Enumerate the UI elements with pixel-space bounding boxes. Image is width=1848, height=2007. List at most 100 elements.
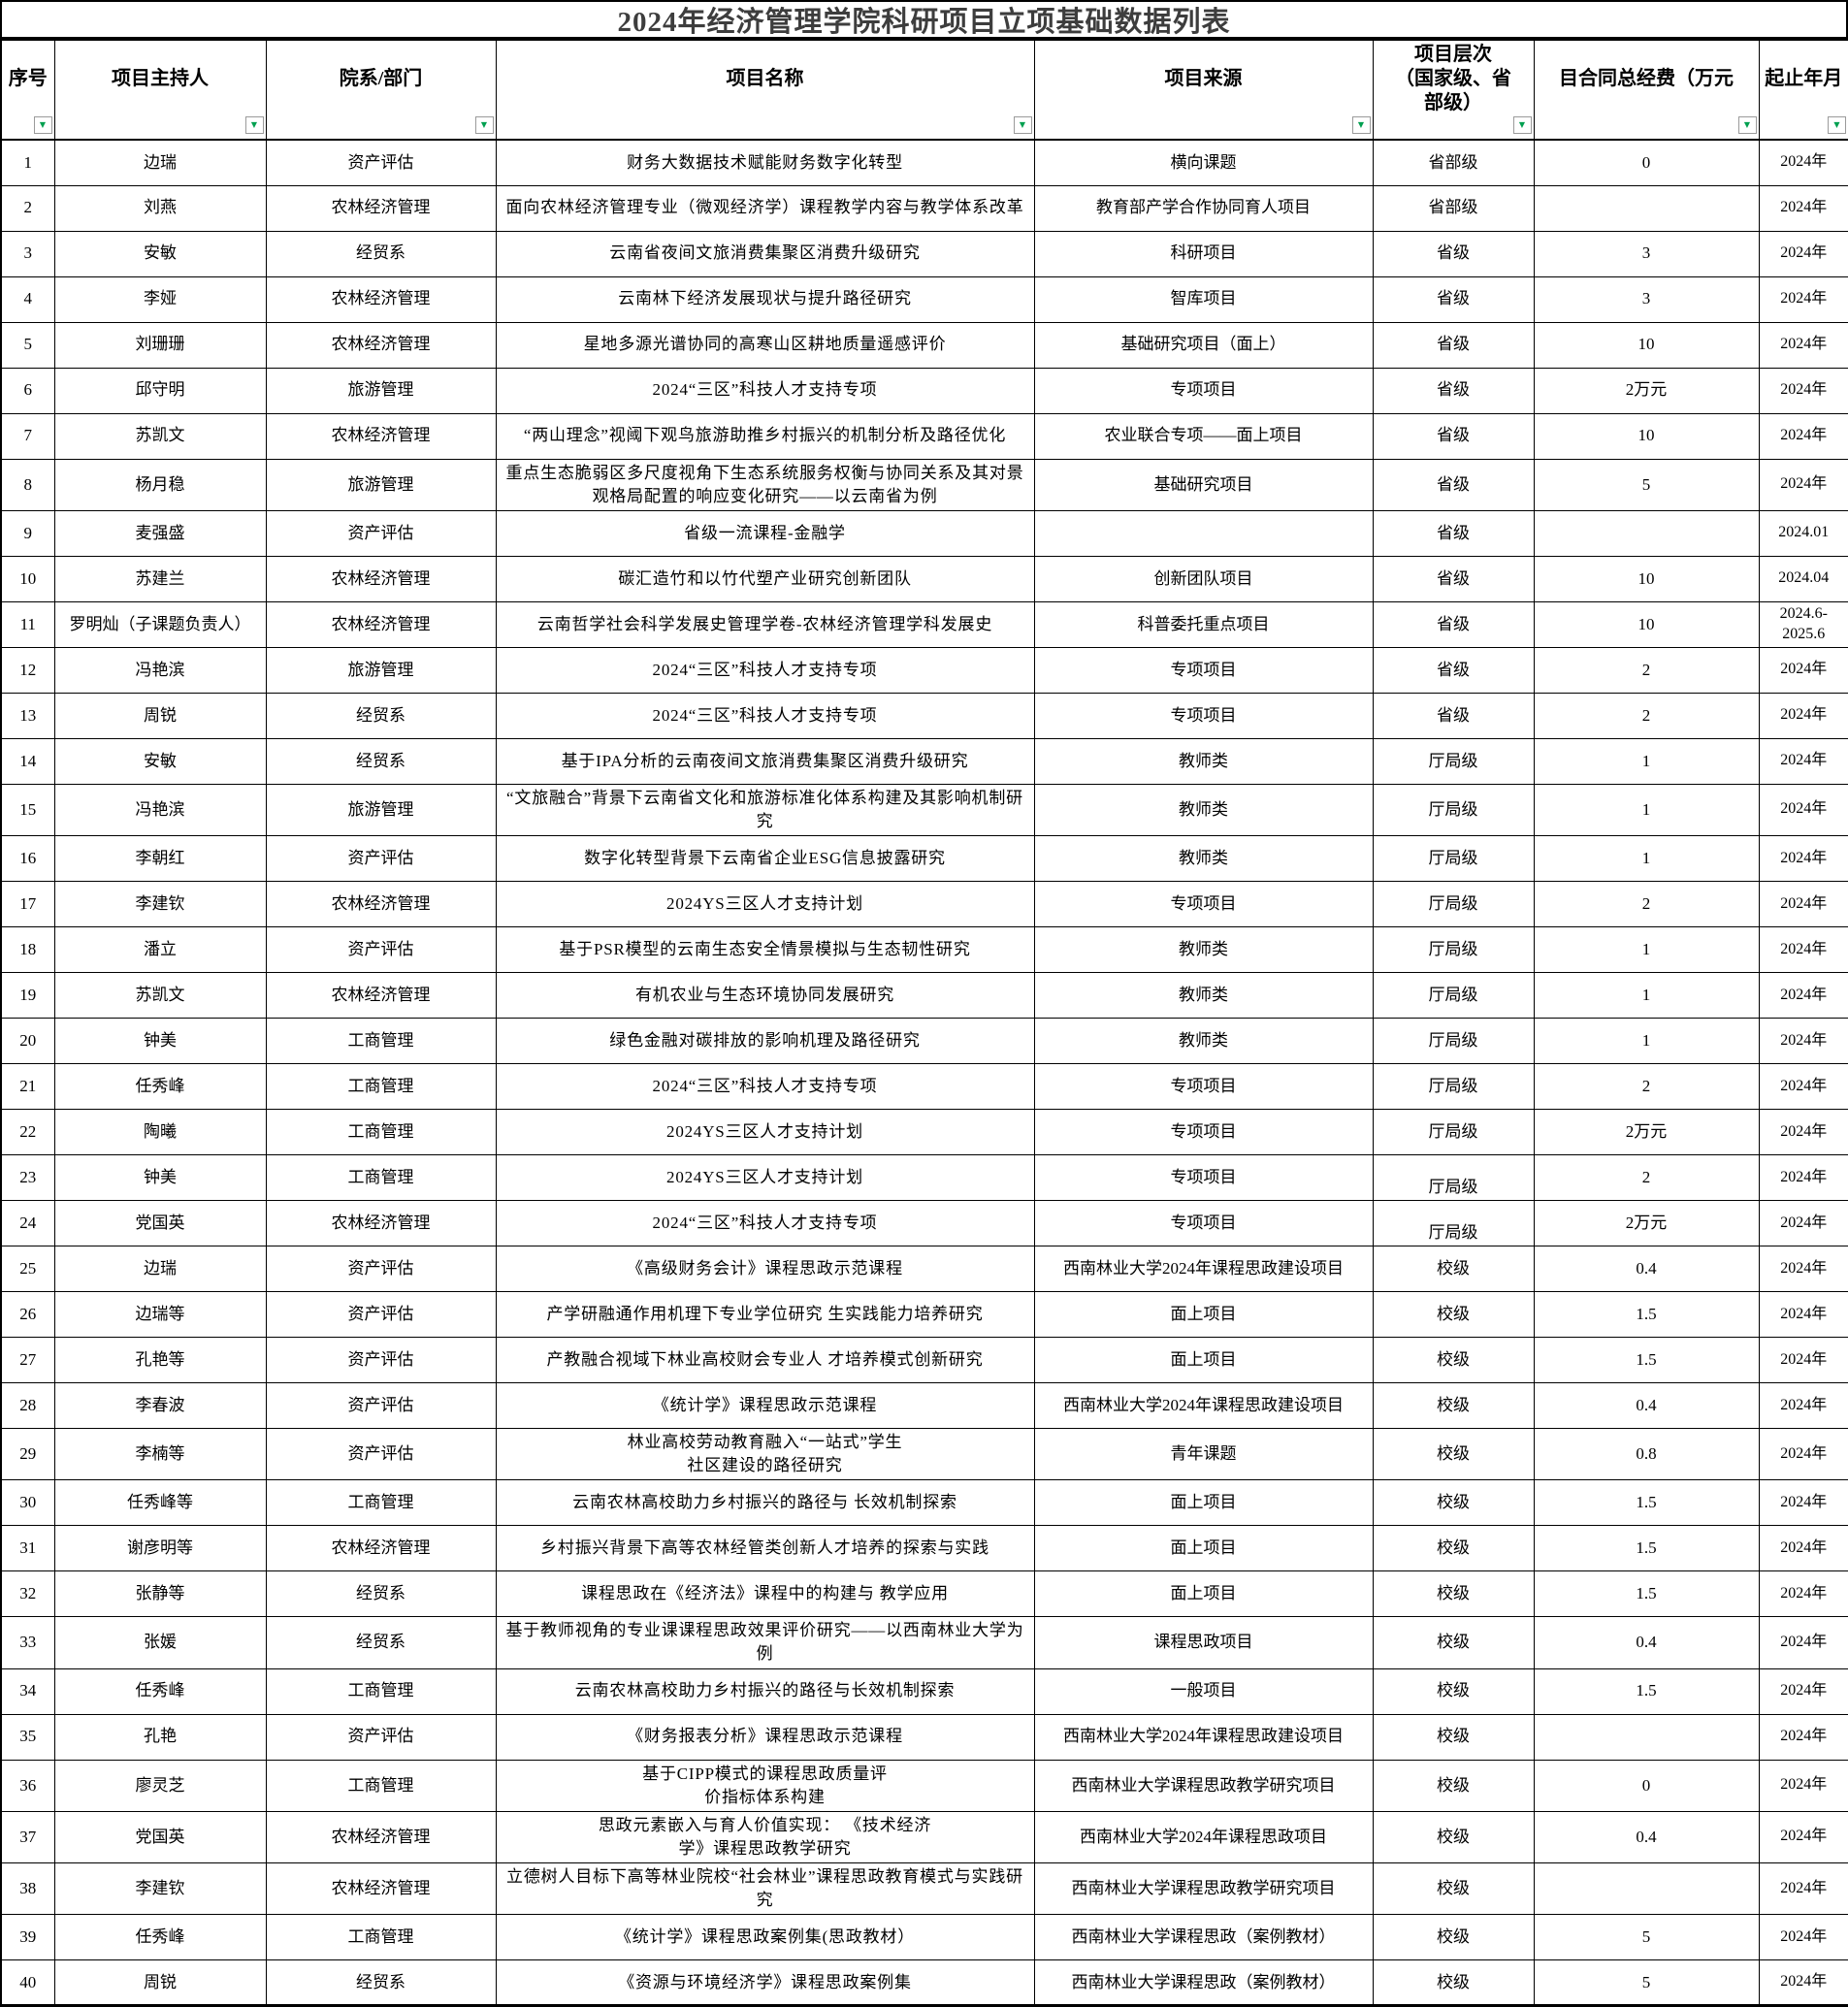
- cell-source[interactable]: 教师类: [1033, 926, 1374, 973]
- cell-no[interactable]: 26: [0, 1291, 55, 1338]
- cell-source[interactable]: 面上项目: [1033, 1291, 1374, 1338]
- cell-no[interactable]: 37: [0, 1810, 55, 1864]
- cell-fund[interactable]: 2: [1533, 1063, 1760, 1110]
- cell-level[interactable]: 厅局级: [1372, 1018, 1535, 1064]
- cell-source[interactable]: 基础研究项目（面上）: [1033, 321, 1374, 369]
- cell-no[interactable]: 13: [0, 692, 55, 739]
- cell-fund[interactable]: 1.5: [1533, 1291, 1760, 1338]
- cell-duration[interactable]: 2024.6- 2025.6: [1758, 600, 1848, 648]
- filter-button-level[interactable]: ▼: [1512, 116, 1532, 134]
- cell-leader[interactable]: 任秀峰: [53, 1667, 267, 1715]
- cell-level[interactable]: 校级: [1372, 1959, 1535, 2007]
- cell-source[interactable]: 专项项目: [1033, 646, 1374, 694]
- cell-name[interactable]: 2024“三区”科技人才支持专项: [495, 367, 1035, 414]
- cell-level[interactable]: 校级: [1372, 1525, 1535, 1572]
- cell-dept[interactable]: 经贸系: [265, 230, 497, 277]
- cell-name[interactable]: 绿色金融对碳排放的影响机理及路径研究: [495, 1018, 1035, 1064]
- cell-no[interactable]: 10: [0, 555, 55, 602]
- column-header-source[interactable]: 项目来源 ▼: [1033, 41, 1374, 141]
- cell-dept[interactable]: 经贸系: [265, 692, 497, 739]
- cell-level[interactable]: 校级: [1372, 1427, 1535, 1481]
- cell-fund[interactable]: 5: [1533, 458, 1760, 511]
- cell-name[interactable]: 云南哲学社会科学发展史管理学卷-农林经济管理学科发展史: [495, 600, 1035, 648]
- filter-button-duration[interactable]: ▼: [1828, 116, 1846, 134]
- cell-no[interactable]: 6: [0, 367, 55, 414]
- cell-duration[interactable]: 2024年: [1758, 1018, 1848, 1064]
- cell-dept[interactable]: 农林经济管理: [265, 1200, 497, 1246]
- cell-source[interactable]: 西南林业大学课程思政教学研究项目: [1033, 1861, 1374, 1916]
- cell-duration[interactable]: 2024年: [1758, 458, 1848, 511]
- cell-source[interactable]: 专项项目: [1033, 367, 1374, 414]
- cell-duration[interactable]: 2024年: [1758, 1479, 1848, 1527]
- cell-duration[interactable]: 2024年: [1758, 835, 1848, 882]
- cell-leader[interactable]: 杨月稳: [53, 458, 267, 511]
- cell-level[interactable]: 厅局级: [1372, 972, 1535, 1019]
- cell-duration[interactable]: 2024年: [1758, 1063, 1848, 1110]
- cell-fund[interactable]: 10: [1533, 555, 1760, 602]
- cell-level[interactable]: 省级: [1372, 275, 1535, 323]
- cell-level[interactable]: 省级: [1372, 509, 1535, 557]
- cell-no[interactable]: 11: [0, 600, 55, 648]
- cell-source[interactable]: 教师类: [1033, 737, 1374, 785]
- cell-dept[interactable]: 农林经济管理: [265, 881, 497, 927]
- cell-source[interactable]: 专项项目: [1033, 1109, 1374, 1155]
- cell-source[interactable]: 面上项目: [1033, 1525, 1374, 1572]
- cell-name[interactable]: 2024“三区”科技人才支持专项: [495, 1063, 1035, 1110]
- cell-dept[interactable]: 资产评估: [265, 926, 497, 973]
- cell-source[interactable]: 创新团队项目: [1033, 555, 1374, 602]
- cell-dept[interactable]: 资产评估: [265, 1713, 497, 1761]
- cell-leader[interactable]: 苏凯文: [53, 972, 267, 1019]
- cell-leader[interactable]: 边瑞: [53, 139, 267, 186]
- cell-fund[interactable]: 10: [1533, 321, 1760, 369]
- cell-leader[interactable]: 邱守明: [53, 367, 267, 414]
- cell-duration[interactable]: 2024年: [1758, 1525, 1848, 1572]
- cell-no[interactable]: 19: [0, 972, 55, 1019]
- cell-level[interactable]: 校级: [1372, 1616, 1535, 1669]
- cell-name[interactable]: 有机农业与生态环境协同发展研究: [495, 972, 1035, 1019]
- cell-no[interactable]: 28: [0, 1382, 55, 1429]
- cell-level[interactable]: 厅局级: [1372, 926, 1535, 973]
- cell-leader[interactable]: 边瑞等: [53, 1291, 267, 1338]
- cell-leader[interactable]: 陶曦: [53, 1109, 267, 1155]
- cell-name[interactable]: 2024“三区”科技人才支持专项: [495, 692, 1035, 739]
- cell-level[interactable]: 校级: [1372, 1713, 1535, 1761]
- cell-leader[interactable]: 孔艳: [53, 1713, 267, 1761]
- cell-fund[interactable]: 2: [1533, 881, 1760, 927]
- column-header-dept[interactable]: 院系/部门 ▼: [265, 41, 497, 141]
- cell-leader[interactable]: 钟美: [53, 1154, 267, 1201]
- cell-duration[interactable]: 2024年: [1758, 646, 1848, 694]
- cell-leader[interactable]: 任秀峰等: [53, 1479, 267, 1527]
- cell-no[interactable]: 20: [0, 1018, 55, 1064]
- cell-no[interactable]: 8: [0, 458, 55, 511]
- cell-dept[interactable]: 农林经济管理: [265, 1810, 497, 1864]
- cell-fund[interactable]: 1: [1533, 737, 1760, 785]
- cell-name[interactable]: 《统计学》课程思政示范课程: [495, 1382, 1035, 1429]
- cell-leader[interactable]: 边瑞: [53, 1246, 267, 1292]
- column-header-leader[interactable]: 项目主持人 ▼: [53, 41, 267, 141]
- cell-name[interactable]: 基于教师视角的专业课课程思政效果评价研究——以西南林业大学为例: [495, 1616, 1035, 1669]
- cell-fund[interactable]: 0.4: [1533, 1810, 1760, 1864]
- cell-no[interactable]: 12: [0, 646, 55, 694]
- cell-dept[interactable]: 工商管理: [265, 1154, 497, 1201]
- cell-source[interactable]: 面上项目: [1033, 1337, 1374, 1383]
- cell-source[interactable]: 专项项目: [1033, 881, 1374, 927]
- cell-dept[interactable]: 农林经济管理: [265, 275, 497, 323]
- cell-fund[interactable]: 5: [1533, 1959, 1760, 2007]
- cell-dept[interactable]: 农林经济管理: [265, 600, 497, 648]
- cell-duration[interactable]: 2024年: [1758, 1337, 1848, 1383]
- cell-name[interactable]: 基于IPA分析的云南夜间文旅消费集聚区消费升级研究: [495, 737, 1035, 785]
- cell-dept[interactable]: 农林经济管理: [265, 972, 497, 1019]
- cell-leader[interactable]: 谢彦明等: [53, 1525, 267, 1572]
- cell-level[interactable]: 校级: [1372, 1291, 1535, 1338]
- cell-name[interactable]: 课程思政在《经济法》课程中的构建与 教学应用: [495, 1570, 1035, 1618]
- cell-fund[interactable]: 10: [1533, 600, 1760, 648]
- cell-name[interactable]: 省级一流课程-金融学: [495, 509, 1035, 557]
- cell-no[interactable]: 15: [0, 783, 55, 837]
- cell-dept[interactable]: 工商管理: [265, 1759, 497, 1812]
- cell-name[interactable]: 《资源与环境经济学》课程思政案例集: [495, 1959, 1035, 2007]
- cell-level[interactable]: 厅局级: [1372, 1154, 1535, 1201]
- cell-no[interactable]: 2: [0, 184, 55, 232]
- cell-level[interactable]: 省级: [1372, 692, 1535, 739]
- cell-name[interactable]: 产学研融通作用机理下专业学位研究 生实践能力培养研究: [495, 1291, 1035, 1338]
- cell-no[interactable]: 39: [0, 1914, 55, 1961]
